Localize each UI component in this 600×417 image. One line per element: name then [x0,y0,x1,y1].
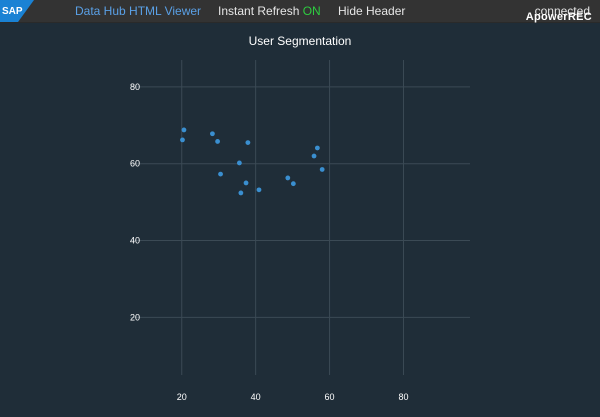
scatter-point[interactable] [311,153,317,159]
instant-refresh-label: Instant Refresh [218,4,300,18]
x-tick-label: 80 [398,392,408,402]
recorder-watermark: ApowerREC [525,11,592,23]
connection-status: connected [534,4,590,18]
scatter-point[interactable] [285,175,291,181]
scatter-point[interactable] [238,190,244,196]
y-tick-label: 40 [130,236,140,246]
scatter-point[interactable] [181,127,187,133]
scatter-point[interactable] [180,137,185,143]
scatter-point[interactable] [290,181,296,187]
scatter-point[interactable] [243,180,249,186]
x-tick-label: 40 [251,392,261,402]
data-hub-viewer-link[interactable]: Data Hub HTML Viewer [75,4,202,18]
scatter-point[interactable] [245,140,251,145]
svg-text:SAP: SAP [2,6,23,17]
chart-title: User Segmentation [248,34,352,48]
x-tick-label: 60 [325,392,335,402]
instant-refresh-toggle[interactable]: Instant Refresh ON [218,4,321,18]
y-tick-label: 60 [130,159,140,169]
x-tick-label: 20 [177,392,187,402]
scatter-point[interactable] [236,160,242,166]
scatter-point[interactable] [314,145,320,151]
hide-header-button[interactable]: Hide Header [338,4,406,18]
scatter-point[interactable] [256,187,262,193]
sap-logo: SAP [0,0,34,22]
top-header-bar: SAP Data Hub HTML Viewer Instant Refresh… [0,0,600,23]
scatter-point[interactable] [218,171,223,177]
scatter-point[interactable] [215,139,220,144]
scatter-point[interactable] [319,167,325,172]
instant-refresh-state: ON [302,4,321,18]
y-tick-label: 20 [130,312,140,322]
y-tick-label: 80 [130,82,140,92]
scatter-point[interactable] [210,131,215,137]
